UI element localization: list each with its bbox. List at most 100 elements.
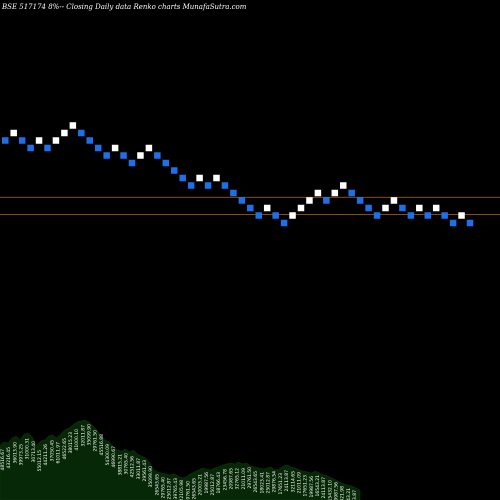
renko-brick-down [44,144,51,152]
renko-brick-up [35,137,43,144]
renko-brick-up [432,204,440,212]
renko-brick-up [52,137,60,144]
renko-brick-down [323,197,330,204]
renko-brick-up [390,197,398,204]
renko-brick-down [399,204,406,212]
renko-brick-down [238,197,246,204]
renko-brick-down [103,152,110,159]
chart-title: BSE 517174 8%-- Closing Daily data Renko… [1,3,247,11]
renko-brick-down [247,204,254,212]
volume-label: 25012.87 [210,474,216,496]
renko-brick-up [213,174,220,182]
volume-label: 30765.40 [124,453,130,475]
volume-label: 29765.40 [161,477,167,499]
renko-brick-down [356,197,364,204]
renko-brick-up [61,129,68,137]
renko-brick-up [340,182,347,189]
renko-brick-down [441,212,448,219]
renko-brick-up [458,212,465,219]
volume-label: 16543.21 [315,475,321,497]
volume-label: 41000.10 [74,429,80,451]
renko-brick-up [263,204,271,212]
renko-brick-down [280,219,288,227]
volume-label: 16543.21 [346,488,352,500]
renko-brick-down [365,204,372,212]
volume-label: 35099.90 [148,466,154,488]
renko-brick-down [466,219,474,227]
renko-brick-down [230,189,237,197]
volume-label: 61011.97 [56,442,62,464]
volume-label: 44211.26 [43,444,49,466]
renko-brick-down [94,144,102,152]
renko-brick-down [255,212,262,219]
renko-brick-down [348,189,355,197]
renko-brick-down [407,212,415,219]
volume-label: 38815.21 [117,454,123,476]
volume-label: 43216.45 [6,447,12,469]
renko-brick-down [171,167,178,174]
volume-label: 21011.09 [296,472,302,494]
volume-label: 42512.56 [130,456,136,478]
renko-brick-up [314,189,322,197]
volume-label: 21011.09 [241,468,247,490]
renko-brick-up [416,204,423,212]
renko-brick-down [272,212,279,219]
volume-label: 37050.45 [49,440,55,462]
volume-label: 32114.65 [290,471,296,493]
volume-label: 25012.87 [266,472,272,494]
volume-label: 17651.23 [278,473,284,495]
volume-label: 24113.87 [284,470,290,492]
renko-brick-up [306,197,313,204]
volume-label: 32011.87 [80,425,86,447]
volume-label: 26543.65 [253,471,259,493]
volume-label: 26543.65 [191,478,197,500]
volume-label: 23456.78 [222,469,228,491]
volume-label: 38015.23 [68,432,74,454]
volume-label: 46990.67 [111,446,117,468]
volume-label: 25012.87 [167,478,173,500]
renko-brick-down [18,137,26,144]
volume-area [0,419,361,500]
renko-brick-down [204,182,212,189]
volume-label: 26543.65 [154,474,160,496]
volume-label: 15432.10 [327,480,333,500]
renko-brick-up [111,144,119,152]
renko-brick-up [137,152,144,159]
volume-label: 24113.87 [352,490,358,500]
volume-label: 14321.98 [340,486,346,500]
renko-brick-down [424,212,431,219]
volume-label: 19987.56 [309,476,315,498]
volume-label: 24113.87 [321,477,327,499]
volume-label: 29561.43 [142,460,148,482]
volume-label: 18023.41 [259,472,265,494]
volume-label: 48516.67 [0,449,6,471]
renko-brick-down [128,159,136,167]
renko-brick-down [373,212,381,219]
volume-label: 18766.43 [216,472,222,494]
renko-brick-up [331,189,339,197]
volume-label: 55012.15 [37,450,43,472]
volume-label: 22105.98 [179,480,185,500]
renko-brick-down [2,137,9,144]
volume-labels: 48516.67 43216.45 36013.90 39973.25 31000.31… [0,424,358,500]
renko-brick-down [187,182,195,189]
volume-label: 30713.40 [31,441,37,463]
renko-brick-down [162,159,170,167]
volume-label: 20987.65 [228,468,234,490]
renko-brick-up [69,122,77,129]
volume-label: 46522.65 [62,438,68,460]
renko-brick-down [179,174,186,182]
renko-brick-down [449,219,457,227]
volume-label: 35099.90 [86,424,92,446]
volume-label: 17651.23 [303,475,309,497]
renko-brick-down [120,152,127,159]
renko-brick-up [10,129,17,137]
volume-label: 31000.31 [25,438,31,460]
renko-brick-up [196,174,203,182]
volume-label: 19987.56 [204,472,210,494]
volume-label: 29761.50 [93,430,99,452]
renko-brick-down [154,152,161,159]
renko-brick-up [289,212,296,219]
